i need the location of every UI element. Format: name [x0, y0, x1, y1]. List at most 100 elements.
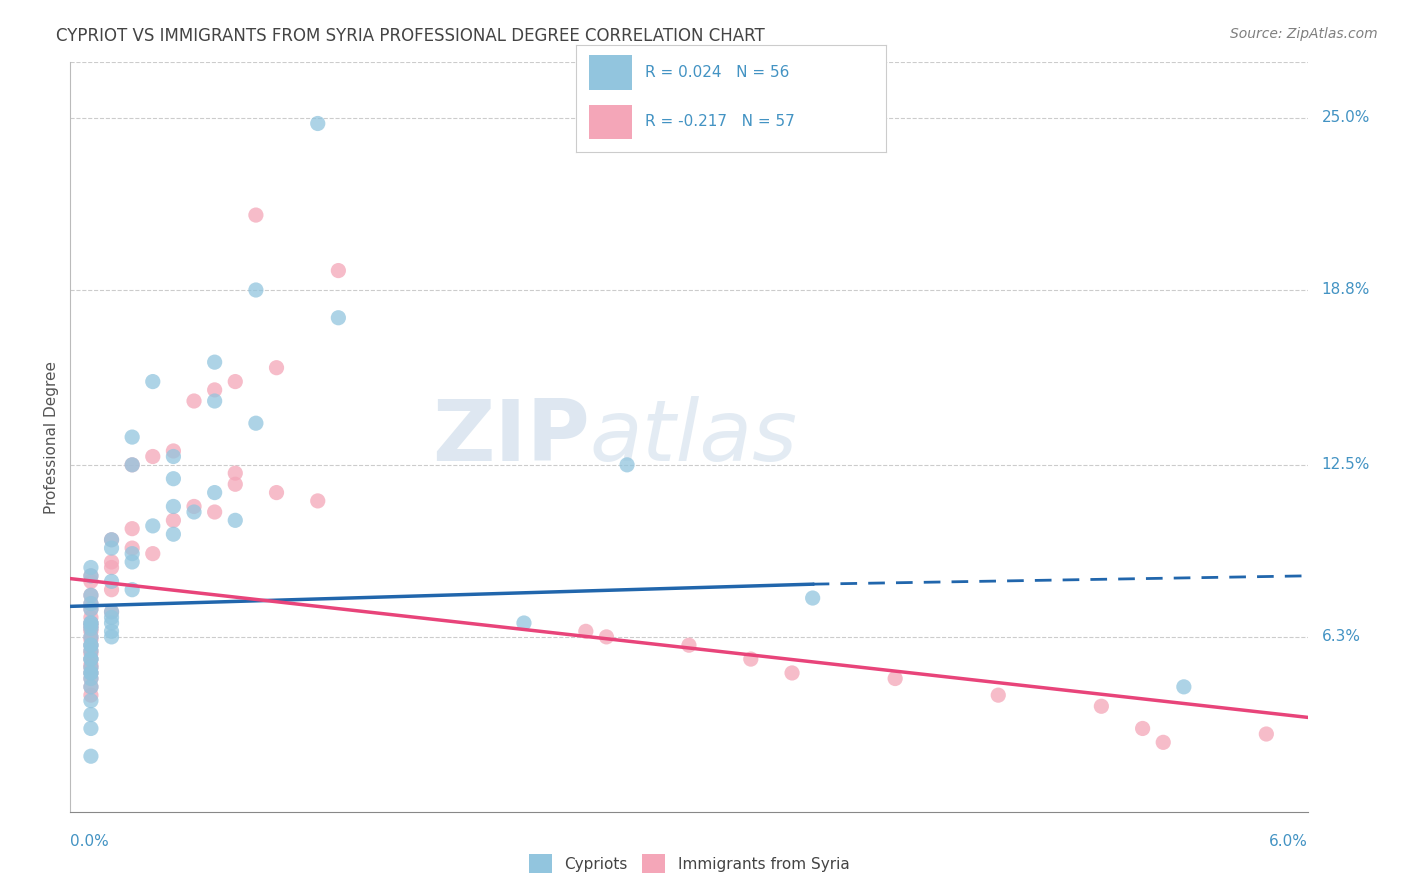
Point	[80, 680, 103, 694]
Point	[100, 560, 122, 574]
Point	[80, 638, 103, 652]
Point	[780, 665, 803, 680]
Point	[100, 533, 122, 547]
Point	[245, 208, 267, 222]
Text: R = 0.024   N = 56: R = 0.024 N = 56	[644, 65, 789, 80]
Point	[575, 624, 598, 639]
Legend: Cypriots, Immigrants from Syria: Cypriots, Immigrants from Syria	[523, 848, 855, 879]
Point	[80, 619, 103, 633]
Point	[100, 630, 122, 644]
Point	[80, 602, 103, 616]
Point	[678, 638, 700, 652]
Text: CYPRIOT VS IMMIGRANTS FROM SYRIA PROFESSIONAL DEGREE CORRELATION CHART: CYPRIOT VS IMMIGRANTS FROM SYRIA PROFESS…	[56, 27, 765, 45]
Text: 25.0%: 25.0%	[1322, 111, 1369, 126]
Point	[162, 500, 184, 514]
Point	[121, 522, 143, 536]
Point	[80, 569, 103, 583]
Point	[121, 582, 143, 597]
Point	[80, 647, 103, 661]
Point	[100, 574, 122, 589]
Point	[162, 513, 184, 527]
Point	[100, 605, 122, 619]
Point	[80, 597, 103, 611]
Point	[80, 652, 103, 666]
Point	[80, 632, 103, 647]
Point	[80, 630, 103, 644]
Point	[183, 394, 205, 409]
Text: ZIP: ZIP	[432, 395, 591, 479]
Point	[100, 582, 122, 597]
Point	[100, 605, 122, 619]
Point	[162, 450, 184, 464]
Point	[80, 622, 103, 636]
Point	[266, 485, 288, 500]
Point	[204, 485, 226, 500]
Point	[328, 263, 350, 277]
Point	[183, 500, 205, 514]
Text: 6.0%: 6.0%	[1268, 834, 1308, 849]
Point	[616, 458, 638, 472]
Point	[142, 375, 165, 389]
Point	[224, 513, 246, 527]
Point	[80, 619, 103, 633]
Point	[100, 533, 122, 547]
Point	[121, 547, 143, 561]
Text: 0.0%: 0.0%	[70, 834, 110, 849]
Point	[1173, 680, 1195, 694]
Point	[987, 688, 1010, 702]
Point	[80, 569, 103, 583]
Point	[80, 644, 103, 658]
Point	[80, 615, 103, 630]
Point	[80, 652, 103, 666]
Point	[801, 591, 824, 605]
Point	[80, 672, 103, 686]
Point	[100, 610, 122, 624]
Point	[307, 494, 329, 508]
Point	[204, 505, 226, 519]
Point	[1152, 735, 1174, 749]
Point	[80, 749, 103, 764]
Point	[1132, 722, 1154, 736]
Point	[1256, 727, 1278, 741]
Point	[80, 688, 103, 702]
Point	[224, 477, 246, 491]
Point	[595, 630, 617, 644]
Point	[204, 355, 226, 369]
Point	[121, 555, 143, 569]
Point	[80, 660, 103, 674]
Point	[204, 394, 226, 409]
Text: R = -0.217   N = 57: R = -0.217 N = 57	[644, 114, 794, 129]
Point	[1090, 699, 1112, 714]
Point	[80, 597, 103, 611]
Point	[80, 638, 103, 652]
Point	[142, 450, 165, 464]
Point	[224, 375, 246, 389]
Point	[80, 680, 103, 694]
Point	[80, 610, 103, 624]
Point	[80, 657, 103, 672]
Point	[183, 505, 205, 519]
Point	[80, 672, 103, 686]
Point	[80, 644, 103, 658]
Point	[80, 615, 103, 630]
Point	[80, 665, 103, 680]
Point	[121, 541, 143, 555]
Text: Source: ZipAtlas.com: Source: ZipAtlas.com	[1230, 27, 1378, 41]
Point	[80, 660, 103, 674]
Bar	[589, 55, 633, 89]
Point	[80, 665, 103, 680]
Text: 12.5%: 12.5%	[1322, 458, 1369, 473]
Point	[884, 672, 907, 686]
Point	[80, 707, 103, 722]
Point	[80, 638, 103, 652]
Text: 6.3%: 6.3%	[1322, 630, 1361, 644]
Point	[80, 622, 103, 636]
Point	[162, 472, 184, 486]
Point	[80, 574, 103, 589]
Text: atlas: atlas	[591, 395, 799, 479]
Point	[266, 360, 288, 375]
Point	[307, 116, 329, 130]
Point	[80, 588, 103, 602]
Point	[204, 383, 226, 397]
Point	[245, 416, 267, 430]
